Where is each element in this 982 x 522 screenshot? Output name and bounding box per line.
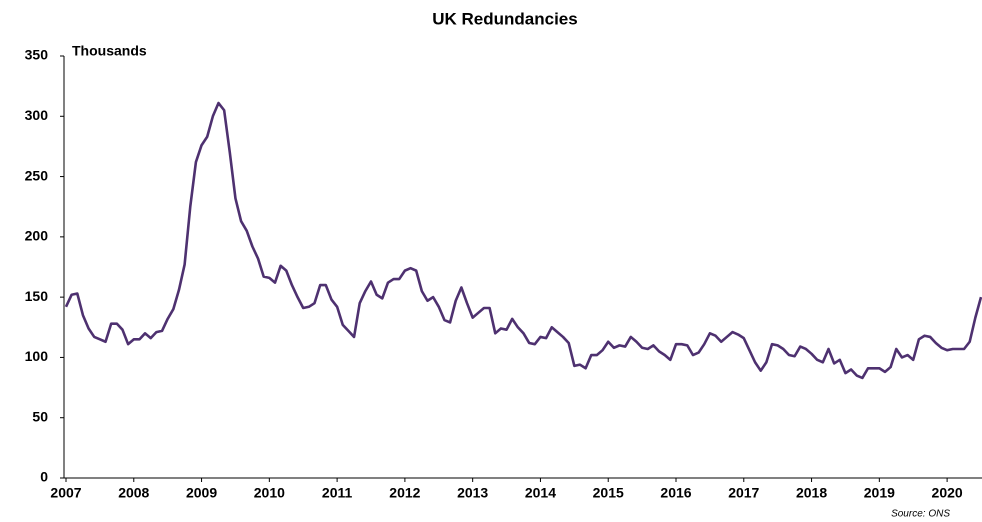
y-tick-label: 150: [25, 288, 49, 304]
y-tick-label: 50: [32, 408, 48, 424]
chart-title: UK Redundancies: [432, 9, 577, 28]
x-tick-label: 2012: [389, 485, 420, 501]
x-tick-label: 2015: [593, 485, 624, 501]
y-tick-label: 350: [25, 47, 49, 63]
x-tick-label: 2013: [457, 485, 488, 501]
y-tick-label: 300: [25, 107, 49, 123]
x-tick-label: 2014: [525, 485, 556, 501]
x-tick-label: 2010: [254, 485, 285, 501]
x-tick-label: 2016: [660, 485, 691, 501]
x-tick-label: 2020: [932, 485, 963, 501]
x-tick-label: 2011: [322, 485, 353, 501]
x-tick-label: 2017: [728, 485, 759, 501]
y-tick-label: 200: [25, 228, 49, 244]
y-tick-label: 250: [25, 167, 49, 183]
data-line: [64, 101, 982, 380]
x-tick-label: 2018: [796, 485, 827, 501]
x-tick-label: 2007: [50, 485, 81, 501]
x-tick-label: 2009: [186, 485, 217, 501]
source: Source: ONS: [891, 509, 950, 520]
y-tick-label: 100: [25, 348, 49, 364]
y-axis-label: Thousands: [72, 43, 147, 59]
x-tick-label: 2019: [864, 485, 895, 501]
x-tick-label: 2008: [118, 485, 149, 501]
y-tick-label: 0: [40, 469, 48, 485]
